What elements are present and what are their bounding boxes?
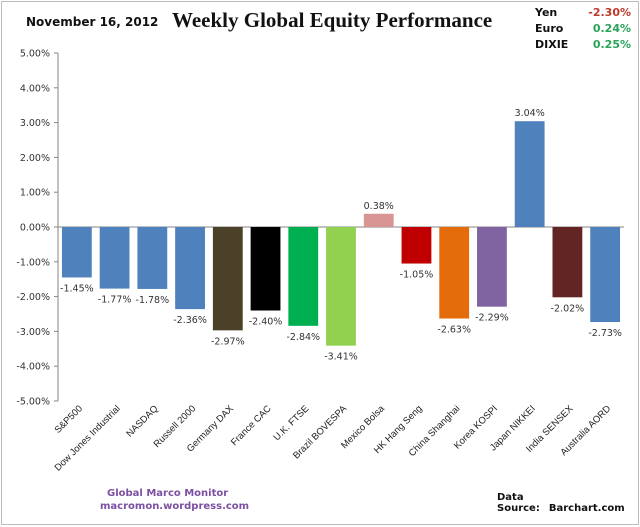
category-label: France CAC	[229, 403, 274, 448]
y-tick-label: 4.00%	[20, 83, 50, 94]
bar	[137, 227, 168, 289]
data-label: -2.36%	[173, 315, 207, 326]
data-label: -1.45%	[60, 283, 94, 294]
fx-row-yen: Yen -2.30%	[535, 4, 631, 20]
category-label: Dow Jones Industrial	[53, 403, 123, 473]
y-tick-label: -2.00%	[16, 292, 50, 303]
data-label: -3.41%	[324, 352, 358, 363]
bar	[514, 121, 545, 227]
data-label: -2.97%	[211, 336, 245, 347]
data-label: 3.04%	[515, 108, 545, 119]
category-label: NASDAQ	[124, 403, 160, 439]
bar	[439, 227, 470, 319]
bar	[99, 227, 130, 289]
bar	[590, 227, 621, 323]
data-label: -2.02%	[551, 303, 585, 314]
brand-site: macromon.wordpress.com	[100, 501, 250, 512]
bar	[212, 227, 243, 331]
data-source: Data Source: Barchart.com	[497, 492, 640, 514]
data-label: -1.78%	[136, 295, 170, 306]
bar	[326, 227, 356, 346]
chart-title: Weekly Global Equity Performance	[172, 8, 493, 32]
y-tick-label: 5.00%	[20, 49, 50, 60]
brand-block: Global Marco Monitor macromon.wordpress.…	[100, 487, 249, 513]
fx-name: DIXIE	[535, 37, 569, 51]
category-label: U.K. FTSE	[272, 403, 312, 443]
fx-name: Yen	[535, 5, 558, 19]
fx-row-dixie: DIXIE 0.25%	[535, 36, 631, 52]
category-label: S&P500	[53, 403, 85, 435]
currency-panel: Yen -2.30% Euro 0.24% DIXIE 0.25%	[535, 4, 631, 52]
data-source-label: Data Source:	[497, 492, 540, 514]
y-tick-label: -4.00%	[16, 362, 50, 373]
data-label: -2.40%	[249, 317, 283, 328]
bar	[250, 227, 281, 311]
fx-value: 0.25%	[592, 37, 631, 51]
y-tick-label: -1.00%	[16, 257, 50, 268]
y-tick-label: 0.00%	[20, 223, 50, 234]
data-label: -1.05%	[400, 270, 434, 281]
data-label: -2.29%	[475, 313, 509, 324]
data-source-value: Barchart.com	[548, 503, 625, 514]
bar	[552, 227, 583, 298]
data-label: -2.84%	[286, 332, 320, 343]
bar	[477, 227, 507, 307]
fx-name: Euro	[535, 21, 564, 35]
report-date: November 16, 2012	[26, 15, 159, 29]
data-label: 0.38%	[364, 201, 394, 212]
bar	[401, 227, 432, 264]
fx-row-euro: Euro 0.24%	[535, 20, 631, 36]
y-tick-label: -5.00%	[16, 397, 50, 408]
brand-name: Global Marco Monitor	[107, 488, 229, 499]
data-label: -2.63%	[437, 325, 471, 336]
bar	[175, 227, 205, 310]
bar	[363, 213, 394, 227]
data-label: -1.77%	[98, 295, 132, 306]
y-tick-label: 1.00%	[20, 188, 50, 199]
fx-value: 0.24%	[592, 21, 631, 35]
y-tick-label: -3.00%	[16, 327, 50, 338]
fx-value: -2.30%	[588, 5, 631, 19]
data-label: -2.73%	[588, 328, 622, 339]
y-tick-label: 2.00%	[20, 153, 50, 164]
bar	[288, 227, 319, 326]
y-tick-label: 3.00%	[20, 118, 50, 129]
bar	[61, 227, 92, 278]
